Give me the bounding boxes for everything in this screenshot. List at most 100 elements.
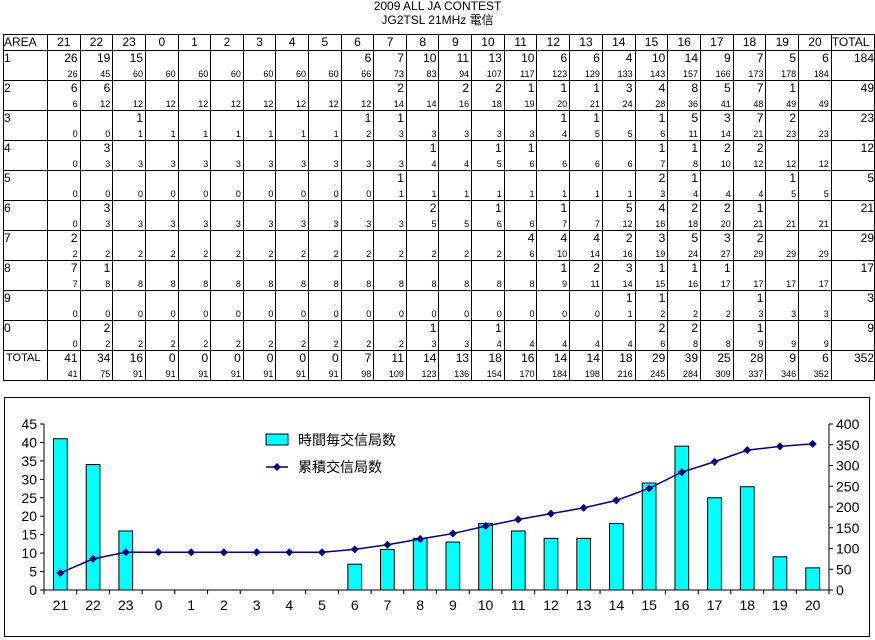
hour-cell: 4 bbox=[438, 140, 473, 171]
hour-cell: 11 94 bbox=[438, 50, 473, 81]
cumulative-count: 19 bbox=[524, 99, 535, 109]
hour-cell: 2 18 bbox=[667, 200, 701, 231]
hour-cell: 0 bbox=[112, 170, 146, 201]
cumulative-count: 1 bbox=[301, 129, 307, 139]
hour-cell: 29 245 bbox=[634, 350, 669, 381]
bar bbox=[641, 482, 657, 591]
cumulative-count: 60 bbox=[198, 69, 209, 79]
cumulative-count: 12 bbox=[786, 159, 797, 169]
cumulative-count: 173 bbox=[748, 69, 764, 79]
cumulative-count: 1 bbox=[562, 189, 568, 199]
hour-cell: 60 bbox=[177, 50, 212, 81]
hour-cell: 29 bbox=[798, 230, 832, 261]
y-right-tick-label: 150 bbox=[836, 520, 860, 536]
hour-count: 14 bbox=[684, 51, 698, 65]
hour-cell: 2 10 bbox=[700, 140, 734, 171]
bar bbox=[85, 464, 101, 591]
hour-header: 2 bbox=[210, 34, 244, 51]
hour-cell: 8 bbox=[145, 260, 179, 291]
cumulative-count: 123 bbox=[421, 369, 437, 379]
hour-cell: 21 bbox=[798, 200, 832, 231]
y-right-tick-label: 200 bbox=[836, 499, 860, 515]
bar bbox=[445, 541, 461, 591]
hour-cell: 4 14 bbox=[569, 230, 603, 261]
cumulative-count: 3 bbox=[464, 129, 470, 139]
hour-cell: 60 bbox=[210, 50, 244, 81]
cumulative-count: 1 bbox=[496, 189, 502, 199]
cumulative-count: 154 bbox=[486, 369, 502, 379]
hour-header: 9 bbox=[438, 34, 473, 51]
cumulative-count: 2 bbox=[235, 339, 241, 349]
cumulative-count: 29 bbox=[786, 249, 797, 259]
cumulative-count: 2 bbox=[137, 339, 143, 349]
area-label: TOTAL bbox=[3, 350, 48, 381]
hour-cell: 2 bbox=[405, 230, 440, 261]
hour-cell: 9 bbox=[798, 320, 832, 351]
hour-cell: 0 bbox=[438, 290, 473, 321]
hour-cell: 17 bbox=[765, 260, 800, 291]
hour-header: 0 bbox=[145, 34, 179, 51]
hour-cell: 2 29 bbox=[732, 230, 767, 261]
hour-count: 2 bbox=[70, 231, 78, 245]
hour-cell: 1 bbox=[438, 170, 473, 201]
cumulative-count: 1 bbox=[594, 189, 600, 199]
x-tick-label: 18 bbox=[739, 597, 755, 613]
hour-cell: 2 bbox=[242, 230, 277, 261]
cumulative-count: 8 bbox=[137, 279, 143, 289]
hour-header: 4 bbox=[275, 34, 310, 51]
table-header-row: AREA 21 22 23 0 1 2 3 4 5 6 7 8 9 10 11 12 13 14 15 16 17 18 19… bbox=[3, 34, 875, 51]
hour-count: 0 bbox=[266, 351, 274, 365]
qso-table: AREA 21 22 23 0 1 2 3 4 5 6 7 8 9 10 11 12 13 14 15 16 17 18 19… bbox=[3, 34, 875, 381]
hour-cell: 3 bbox=[210, 140, 244, 171]
hour-cell: 1 bbox=[275, 110, 310, 141]
hour-cell: 0 bbox=[308, 290, 342, 321]
bar bbox=[543, 537, 559, 591]
hour-cell: 0 bbox=[79, 170, 114, 201]
cumulative-count: 49 bbox=[818, 99, 829, 109]
cumulative-count: 0 bbox=[562, 309, 568, 319]
hour-count: 1 bbox=[691, 171, 698, 185]
hour-header: 7 bbox=[373, 34, 407, 51]
hour-cell: 8 bbox=[242, 260, 277, 291]
hour-cell: 0 bbox=[46, 140, 81, 171]
area-label: 4 bbox=[3, 140, 48, 171]
hour-cell: 0 bbox=[405, 290, 440, 321]
cumulative-count: 1 bbox=[170, 129, 176, 139]
hour-cell: 7 73 bbox=[373, 50, 407, 81]
cumulative-count: 20 bbox=[720, 219, 731, 229]
hour-cell: 60 bbox=[308, 50, 342, 81]
hour-cell: 26 26 bbox=[46, 50, 81, 81]
hour-cell: 6 bbox=[536, 140, 571, 171]
hour-cell: 1 bbox=[569, 170, 603, 201]
cumulative-count: 11 bbox=[590, 279, 600, 289]
area-total: 352 bbox=[830, 350, 875, 381]
x-tick-label: 11 bbox=[511, 597, 526, 613]
bar bbox=[118, 530, 134, 591]
cumulative-count: 98 bbox=[361, 369, 372, 379]
hour-cell: 2 bbox=[340, 320, 375, 351]
hour-cell: 2 bbox=[242, 320, 277, 351]
hour-cell: 7 48 bbox=[732, 80, 767, 111]
cumulative-count: 1 bbox=[398, 189, 404, 199]
cumulative-count: 8 bbox=[692, 339, 698, 349]
cumulative-count: 8 bbox=[366, 279, 372, 289]
hour-count: 2 bbox=[658, 321, 666, 335]
x-tick-label: 5 bbox=[318, 597, 326, 613]
cumulative-point bbox=[252, 548, 261, 557]
hour-count: 25 bbox=[717, 351, 731, 365]
cumulative-count: 60 bbox=[165, 69, 176, 79]
cumulative-count: 6 bbox=[529, 159, 535, 169]
area-total: 5 bbox=[830, 170, 875, 201]
hour-count: 1 bbox=[756, 321, 764, 335]
cumulative-count: 0 bbox=[235, 189, 241, 199]
hour-count: 18 bbox=[488, 351, 502, 365]
